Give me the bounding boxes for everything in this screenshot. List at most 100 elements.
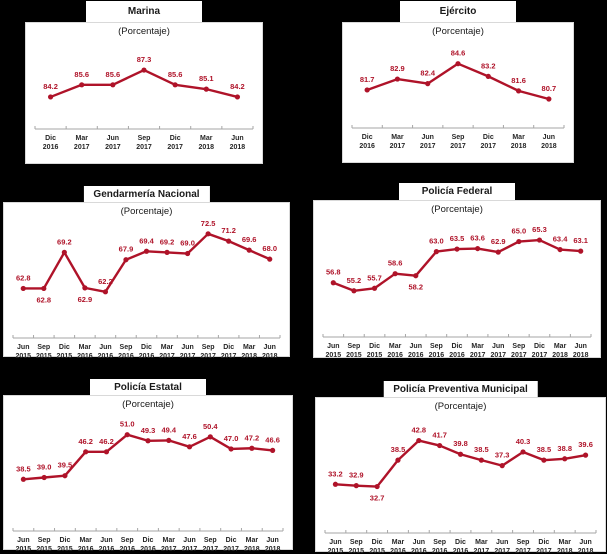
data-point-label: 62.9: [491, 237, 506, 246]
data-point-label: 32.9: [349, 471, 364, 480]
x-axis-label-year: 2016: [43, 144, 59, 151]
x-axis-label-year: 2016: [432, 548, 448, 554]
x-axis-label-year: 2017: [203, 546, 219, 553]
data-point-label: 69.2: [160, 237, 175, 246]
data-point-marker: [541, 457, 547, 463]
x-axis-label-year: 2018: [244, 546, 260, 553]
x-axis-label-month: Sep: [350, 539, 363, 546]
data-point-label: 39.0: [37, 463, 52, 472]
data-point-marker: [249, 445, 255, 451]
x-axis-label-month: Mar: [75, 135, 88, 142]
chart-area-marina: (Porcentaje) Dic 2016 Mar 2017 Jun 2017 Sep 2017…: [25, 22, 263, 164]
data-point-label: 55.7: [367, 273, 382, 282]
x-axis-label-year: 2016: [140, 546, 156, 553]
x-axis-label-month: Dic: [534, 343, 545, 350]
data-point-marker: [103, 449, 110, 455]
x-axis-label-month: Sep: [121, 537, 134, 544]
data-point-marker: [416, 437, 422, 444]
x-axis-label-month: Sep: [433, 539, 446, 546]
data-point-marker: [546, 96, 552, 102]
x-axis-label-month: Dic: [369, 343, 380, 350]
chart-panel-marina: (Porcentaje) Dic 2016 Mar 2017 Jun 2017 Sep 2017…: [25, 1, 263, 164]
data-point-marker: [330, 280, 336, 286]
data-point-marker: [520, 449, 526, 455]
data-point-label: 46.2: [78, 437, 93, 446]
x-axis-label-year: 2015: [57, 546, 73, 553]
data-point-label: 68.0: [262, 244, 277, 253]
x-axis-label-year: 2018: [557, 548, 573, 554]
x-axis-label-month: Mar: [471, 343, 484, 350]
data-point-marker: [79, 82, 85, 88]
data-point-label: 82.9: [390, 64, 405, 73]
data-point-label: 38.5: [474, 445, 489, 454]
x-axis-label-month: Dic: [372, 539, 383, 546]
chart-panel-policia-preventiva-municipal: (Porcentaje) Jun 2015 Sep 2015 Dic 2015 Mar 2016…: [315, 381, 606, 554]
data-point-label: 50.4: [203, 422, 218, 431]
data-point-marker: [353, 483, 359, 489]
data-point-label: 62.8: [37, 295, 52, 304]
data-point-label: 81.6: [511, 76, 526, 85]
data-point-label: 84.6: [451, 49, 466, 58]
x-axis-label-month: Jun: [17, 344, 29, 351]
data-point-marker: [20, 476, 26, 482]
x-axis-label-month: Jun: [410, 343, 422, 350]
data-point-label: 38.8: [557, 444, 572, 453]
data-point-marker: [413, 273, 419, 279]
data-point-marker: [164, 249, 170, 255]
x-axis-label-year: 2017: [480, 143, 496, 150]
x-axis-label-month: Jun: [329, 539, 341, 546]
chart-title: Policía Estatal: [90, 379, 206, 395]
data-point-label: 71.2: [221, 226, 236, 235]
x-axis-label-month: Jun: [17, 537, 29, 544]
data-point-marker: [186, 444, 193, 450]
data-point-marker: [41, 285, 47, 292]
x-axis-label-month: Sep: [512, 343, 525, 350]
data-point-marker: [425, 81, 431, 87]
x-axis-label-month: Sep: [430, 343, 443, 350]
x-axis-label-month: Mar: [475, 539, 488, 546]
data-point-label: 47.2: [245, 433, 260, 442]
x-axis-label-month: Dic: [170, 135, 181, 142]
data-point-marker: [267, 256, 273, 262]
x-axis-label-month: Jun: [183, 537, 195, 544]
data-point-marker: [205, 231, 211, 237]
data-point-marker: [270, 447, 276, 453]
x-axis-label-year: 2017: [221, 353, 237, 360]
x-axis-label-year: 2015: [346, 352, 362, 359]
data-point-marker: [515, 88, 522, 94]
data-point-label: 42.8: [412, 426, 427, 435]
x-axis-label-month: Sep: [120, 344, 133, 351]
data-point-marker: [246, 247, 252, 253]
x-axis-label-year: 2016: [139, 353, 155, 360]
data-point-marker: [457, 451, 464, 457]
data-point-label: 46.6: [265, 435, 280, 444]
x-axis-label-year: 2015: [36, 353, 52, 360]
data-point-marker: [536, 237, 543, 243]
x-axis-label-month: Dic: [59, 537, 70, 544]
x-axis-label-month: Jun: [327, 343, 339, 350]
data-point-marker: [62, 473, 68, 479]
data-point-label: 65.0: [512, 227, 527, 236]
x-axis-label-month: Mar: [163, 537, 176, 544]
x-axis-label-year: 2016: [453, 548, 469, 554]
data-point-label: 47.0: [224, 434, 239, 443]
x-axis-label-month: Mar: [559, 539, 572, 546]
data-point-marker: [82, 285, 88, 291]
data-point-label: 65.3: [532, 225, 547, 234]
line-chart-policia-preventiva-municipal: Jun 2015 Sep 2015 Dic 2015 Mar 2016 Jun 2016 Sep 20…: [324, 426, 597, 554]
x-axis-label-year: 2018: [241, 353, 257, 360]
data-point-label: 85.6: [106, 70, 121, 79]
x-axis-label-month: Sep: [38, 537, 51, 544]
data-point-marker: [203, 86, 209, 92]
x-axis-label-year: 2016: [118, 353, 134, 360]
x-axis-label-month: Sep: [202, 344, 215, 351]
x-axis-label-year: 2017: [74, 144, 90, 151]
data-point-label: 69.6: [242, 235, 257, 244]
x-axis-label-month: Dic: [226, 537, 237, 544]
data-point-marker: [374, 483, 380, 490]
data-point-label: 39.6: [578, 440, 593, 449]
data-point-marker: [234, 94, 241, 100]
x-axis-label-month: Jun: [543, 134, 555, 141]
x-axis-label-month: Jun: [100, 537, 112, 544]
